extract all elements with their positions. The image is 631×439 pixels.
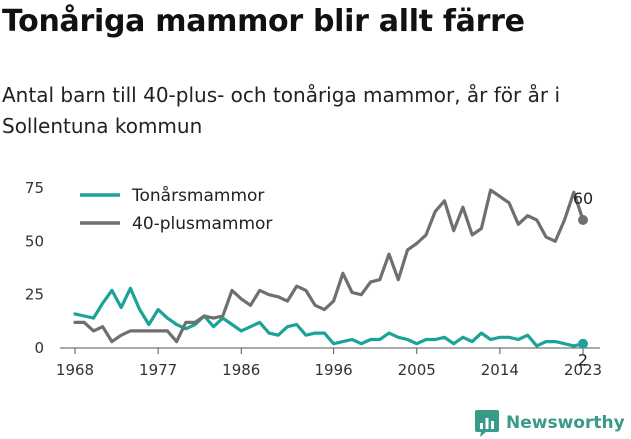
- x-tick-label: 1996: [315, 361, 353, 379]
- y-axis: 0 25 50 75: [25, 179, 44, 357]
- series-line: [73, 286, 585, 348]
- y-tick-label: 50: [25, 232, 44, 250]
- newsworthy-logo-icon: [475, 410, 499, 437]
- series-end-point: [578, 215, 588, 225]
- x-tick-label: 1986: [222, 361, 260, 379]
- x-tick-label: 2023: [564, 361, 602, 379]
- y-tick-label: 75: [25, 179, 44, 197]
- newsworthy-logo: Newsworthy: [474, 407, 625, 439]
- chart-subtitle: Antal barn till 40-plus- och tonåriga ma…: [2, 83, 561, 138]
- x-tick-label: 1977: [139, 361, 177, 379]
- x-axis: 1968 1977 1986 1996 2005 2014 2023: [56, 347, 602, 379]
- legend: Tonårsmammor 40-plusmammor: [80, 185, 272, 234]
- series-layer: 2 60: [73, 188, 593, 370]
- y-tick-label: 25: [25, 286, 44, 304]
- x-tick-label: 1968: [56, 361, 94, 379]
- series-end-point: [578, 338, 588, 349]
- x-tick-label: 2005: [398, 361, 436, 379]
- x-tick-label: 2014: [481, 361, 519, 379]
- chart-title: Tonåriga mammor blir allt färre: [2, 4, 525, 39]
- series-end-label: 60: [573, 189, 593, 208]
- legend-label: Tonårsmammor: [131, 185, 264, 206]
- series-line: [73, 188, 585, 344]
- legend-label: 40-plusmammor: [132, 214, 272, 234]
- line-chart: 0 25 50 75 1968 1977 1986 1996 2005 2014 2023 2 60…: [25, 179, 602, 379]
- y-tick-label: 0: [34, 339, 44, 357]
- series-end-label: 2: [578, 351, 588, 370]
- brand-name: Newsworthy: [506, 413, 625, 433]
